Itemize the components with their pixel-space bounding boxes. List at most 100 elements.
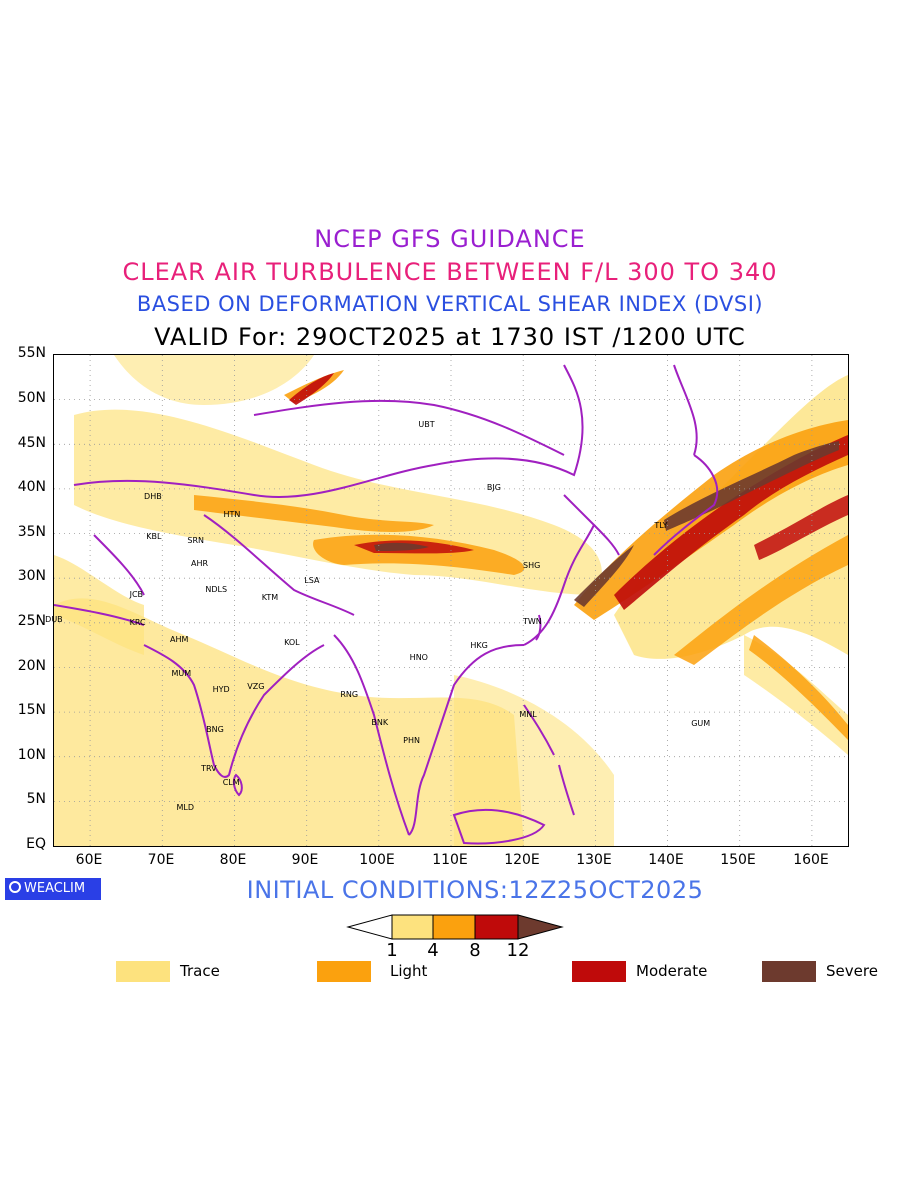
city-label-ahm: AHM [170, 634, 189, 644]
trace-area-se-asia [454, 675, 614, 846]
city-label-kol: KOL [284, 638, 300, 648]
se-asia-coast [333, 634, 525, 836]
china-coast [523, 494, 596, 646]
lat-label: 5N [26, 791, 46, 807]
borders-himalaya [203, 514, 355, 616]
city-label-kbl: KBL [146, 532, 162, 541]
city-label-ndls: NDLS [205, 584, 228, 594]
colorbar-tick: 4 [427, 940, 439, 961]
city-label-hkg: HKG [470, 640, 488, 650]
colorbar-1-4 [391, 914, 434, 940]
title-method: BASED ON DEFORMATION VERTICAL SHEAR INDE… [136, 292, 764, 316]
lon-label: 60E [75, 852, 103, 868]
lon-label: 100E [359, 852, 395, 868]
lon-label: 150E [720, 852, 756, 868]
city-label-rng: RNG [340, 690, 359, 700]
city-label-trv: TRV [201, 764, 217, 774]
colorbar-4-8 [432, 914, 476, 940]
initial-conditions: INITIAL CONDITIONS:12Z25OCT2025 [246, 876, 704, 904]
lat-label: 10N [17, 747, 46, 763]
lat-label: 50N [17, 390, 46, 406]
map-canvas [54, 355, 848, 846]
light-band-se [749, 635, 848, 740]
moderate-band-north [289, 373, 334, 405]
lon-label: 110E [432, 852, 468, 868]
lat-label: 20N [17, 658, 46, 674]
lat-label: 40N [17, 479, 46, 495]
title-valid-time: VALID For: 29OCT2025 at 1730 IST /1200 U… [154, 323, 746, 351]
taiwan [535, 614, 542, 641]
colorbar-above-12 [517, 914, 564, 940]
lat-label: 15N [17, 702, 46, 718]
lat-label: 45N [17, 435, 46, 451]
borneo [452, 808, 546, 845]
colorbar [346, 914, 564, 940]
russia-coast [673, 364, 698, 456]
city-label-shg: SHG [523, 560, 541, 570]
lat-label: 30N [17, 568, 46, 584]
city-label-tly: TLY [654, 521, 668, 531]
legend-label-light: Light [390, 962, 428, 980]
logo-ring-icon [9, 881, 21, 893]
lon-label: 90E [291, 852, 319, 868]
legend-swatch-light [317, 961, 371, 982]
moderate-band-japan [614, 435, 848, 610]
lat-label: 25N [17, 613, 46, 629]
lon-label: 120E [504, 852, 540, 868]
philippines [523, 704, 575, 816]
city-label-htn: HTN [223, 509, 241, 519]
trace-area-north [114, 355, 314, 405]
borders-west [54, 534, 145, 626]
lon-label: 160E [793, 852, 829, 868]
sri-lanka [232, 773, 243, 797]
colorbar-tick: 8 [469, 940, 481, 961]
severe-band-sea [574, 545, 634, 607]
lat-label: 35N [17, 524, 46, 540]
logo-text: WEACLIM [24, 881, 86, 896]
graticule [54, 355, 848, 846]
moderate-band-pacific [754, 495, 848, 560]
turbulence-map [53, 354, 849, 847]
city-label-mum: MUM [171, 669, 192, 679]
lon-label: 70E [147, 852, 175, 868]
legend-label-moderate: Moderate [636, 962, 708, 980]
legend-label-trace: Trace [180, 962, 220, 980]
city-label-vzg: VZG [247, 681, 265, 691]
title-model: NCEP GFS GUIDANCE [314, 225, 586, 253]
colorbar-tick: 12 [506, 940, 530, 961]
city-label-ubt: UBT [418, 420, 435, 430]
city-label-krc: KRC [129, 617, 146, 627]
lon-label: 130E [576, 852, 612, 868]
title-product: CLEAR AIR TURBULENCE BETWEEN F/L 300 TO … [122, 258, 778, 286]
city-label-mld: MLD [176, 802, 195, 812]
city-label-ahr: AHR [190, 558, 209, 568]
city-label-dub: DUB [45, 615, 63, 625]
city-label-twn: TWN [523, 616, 542, 626]
city-label-clm: CLM [222, 778, 240, 788]
city-label-gum: GUM [691, 719, 711, 729]
city-label-lsa: LSA [304, 575, 320, 585]
lon-label: 140E [648, 852, 684, 868]
light-band-taklamakan [194, 495, 434, 532]
lat-label: 55N [17, 345, 46, 361]
city-label-bnk: BNK [371, 717, 389, 727]
trace-area-west [54, 555, 144, 655]
light-band-pacific [674, 535, 848, 665]
colorbar-below-1 [346, 914, 393, 940]
city-label-bjg: BJG [486, 482, 501, 492]
city-label-mnl: MNL [519, 709, 537, 719]
city-label-phn: PHN [403, 736, 420, 746]
weaclim-logo: WEACLIM [5, 878, 101, 900]
city-label-hyd: HYD [212, 684, 230, 694]
lon-label: 80E [219, 852, 247, 868]
india-coast [143, 644, 325, 778]
legend-swatch-trace [116, 961, 170, 982]
legend-swatch-severe [762, 961, 816, 982]
korea-japan [593, 454, 719, 556]
legend-label-severe: Severe [826, 962, 878, 980]
legend-swatch-moderate [572, 961, 626, 982]
turbulence-shading [54, 355, 848, 846]
coastlines [54, 364, 719, 845]
severe-band-tibet [374, 542, 429, 551]
colorbar-tick: 1 [386, 940, 398, 961]
